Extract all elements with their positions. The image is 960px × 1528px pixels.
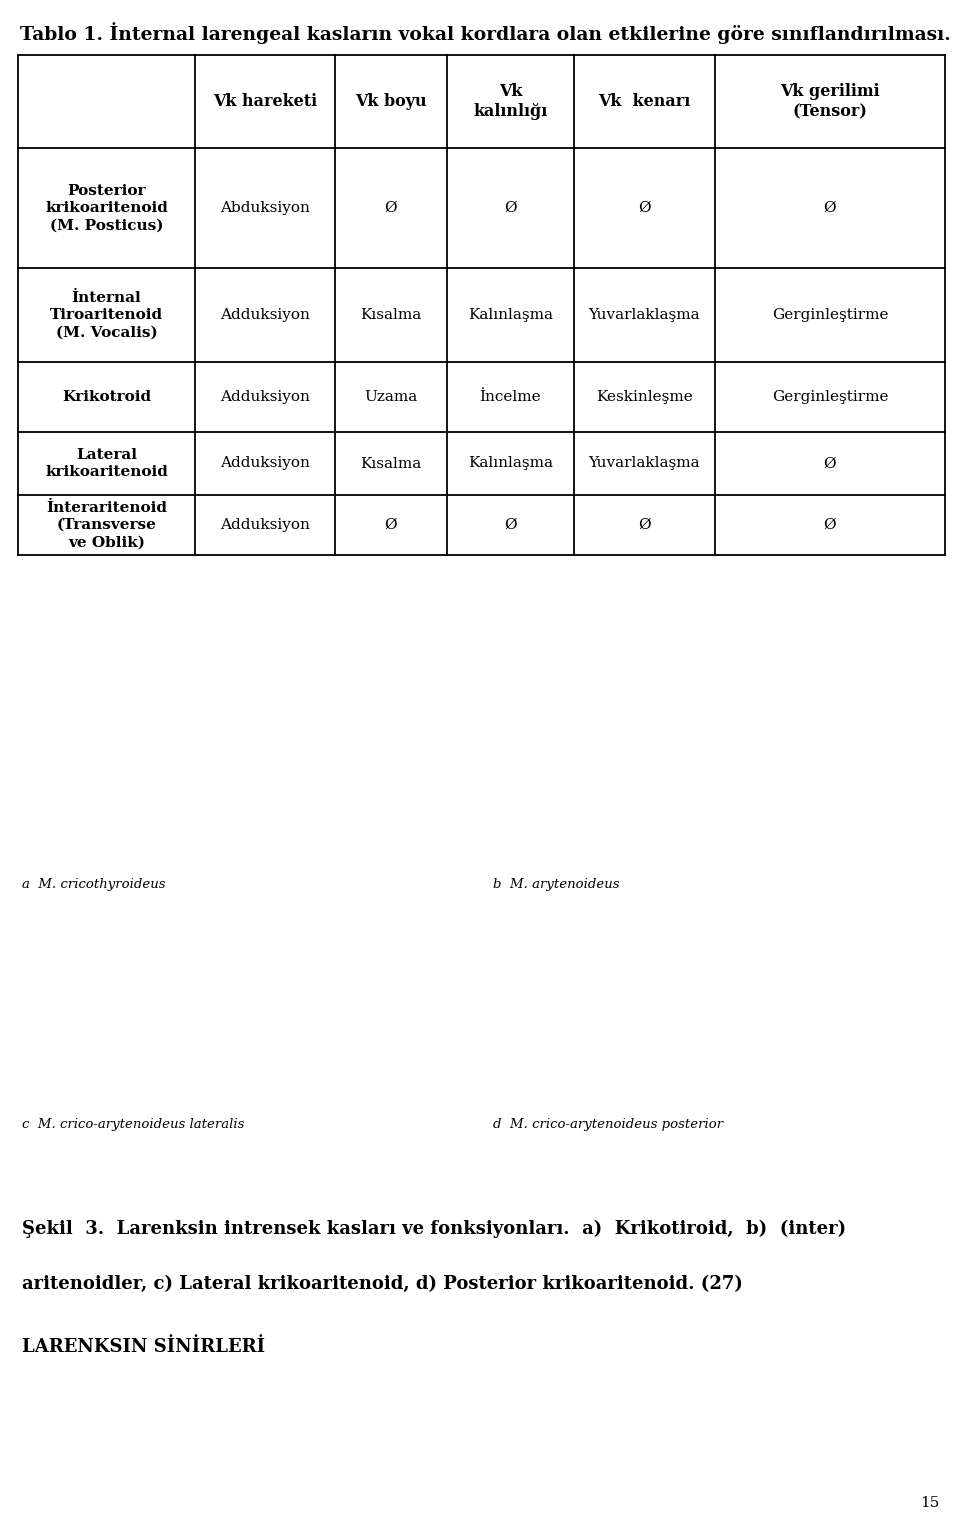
Text: Ø: Ø [638, 518, 651, 532]
Text: Tablo 1. İnternal larengeal kasların vokal kordlara olan etkilerine göre sınıfla: Tablo 1. İnternal larengeal kasların vok… [20, 21, 950, 44]
Text: Uzama: Uzama [365, 390, 418, 403]
Text: Ø: Ø [385, 518, 397, 532]
Text: Keskinleşme: Keskinleşme [596, 390, 693, 403]
Text: Yuvarlaklaşma: Yuvarlaklaşma [588, 309, 700, 322]
Text: Adduksiyon: Adduksiyon [220, 390, 310, 403]
Text: Gerginleştirme: Gerginleştirme [772, 309, 888, 322]
Text: Kalınlaşma: Kalınlaşma [468, 457, 553, 471]
Text: Posterior
krikoaritenoid
(M. Posticus): Posterior krikoaritenoid (M. Posticus) [45, 183, 168, 232]
Text: Adduksiyon: Adduksiyon [220, 457, 310, 471]
Text: Kalınlaşma: Kalınlaşma [468, 309, 553, 322]
Text: İnteraritenoid
(Transverse
ve Oblik): İnteraritenoid (Transverse ve Oblik) [46, 501, 167, 550]
Text: Vk boyu: Vk boyu [355, 93, 427, 110]
Text: Ø: Ø [504, 518, 516, 532]
Text: Vk
kalınlığı: Vk kalınlığı [473, 83, 547, 121]
Text: LARENKSIN SİNİRLERİ: LARENKSIN SİNİRLERİ [22, 1339, 265, 1355]
Text: Ø: Ø [638, 202, 651, 215]
Bar [18, 55, 945, 555]
Text: b  M. arytenoideus: b M. arytenoideus [493, 879, 619, 891]
Text: Kısalma: Kısalma [360, 457, 421, 471]
Text: Yuvarlaklaşma: Yuvarlaklaşma [588, 457, 700, 471]
Text: Ø: Ø [824, 518, 836, 532]
Text: Adduksiyon: Adduksiyon [220, 309, 310, 322]
Text: 15: 15 [921, 1496, 940, 1510]
Text: Vk hareketi: Vk hareketi [213, 93, 317, 110]
Text: Ø: Ø [504, 202, 516, 215]
Text: a  M. cricothyroideus: a M. cricothyroideus [22, 879, 165, 891]
Text: Vk  kenarı: Vk kenarı [598, 93, 690, 110]
Text: Adduksiyon: Adduksiyon [220, 518, 310, 532]
Text: İncelme: İncelme [480, 390, 541, 403]
Text: Krikotroid: Krikotroid [62, 390, 151, 403]
Text: c  M. crico-arytenoideus lateralis: c M. crico-arytenoideus lateralis [22, 1118, 245, 1131]
Text: Ø: Ø [824, 457, 836, 471]
Text: Vk gerilimi
(Tensor): Vk gerilimi (Tensor) [780, 83, 879, 121]
Text: Gerginleştirme: Gerginleştirme [772, 390, 888, 403]
Text: Abduksiyon: Abduksiyon [220, 202, 310, 215]
Text: Şekil  3.  Larenksin intrensek kasları ve fonksiyonları.  a)  Krikotiroid,  b)  : Şekil 3. Larenksin intrensek kasları ve … [22, 1219, 846, 1238]
Text: Kısalma: Kısalma [360, 309, 421, 322]
Text: Ø: Ø [385, 202, 397, 215]
Text: d  M. crico-arytenoideus posterior: d M. crico-arytenoideus posterior [493, 1118, 723, 1131]
Text: İnternal
Tiroaritenoid
(M. Vocalis): İnternal Tiroaritenoid (M. Vocalis) [50, 290, 163, 339]
Text: Lateral
krikoaritenoid: Lateral krikoaritenoid [45, 448, 168, 480]
Text: Ø: Ø [824, 202, 836, 215]
Text: aritenoidler, c) Lateral krikoaritenoid, d) Posterior krikoaritenoid. (27): aritenoidler, c) Lateral krikoaritenoid,… [22, 1274, 743, 1293]
